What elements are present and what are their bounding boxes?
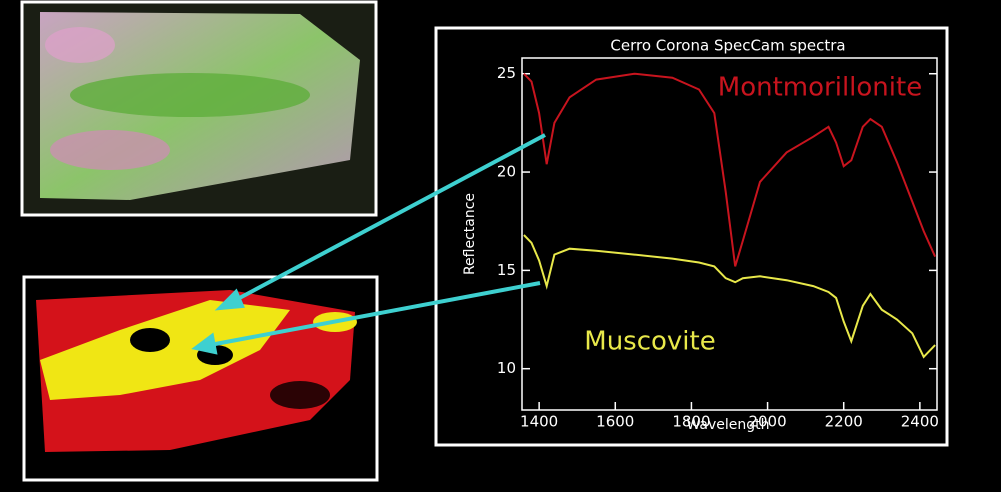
y-tick-label: 15 — [497, 261, 516, 279]
y-axis-label: Reflectance — [462, 193, 478, 275]
series-label: Muscovite — [584, 327, 715, 357]
x-tick-label: 2400 — [901, 413, 939, 431]
x-tick-label: 2000 — [748, 413, 786, 431]
x-tick-label: 1600 — [596, 413, 634, 431]
rock-photo — [22, 2, 376, 215]
x-tick-label: 1800 — [672, 413, 710, 431]
classification-map — [24, 277, 377, 480]
x-tick-label: 1400 — [520, 413, 558, 431]
series-label: Montmorillonite — [718, 73, 922, 103]
slide: Cerro Corona SpecCam spectra Wavelength … — [0, 0, 1001, 492]
y-tick-label: 25 — [497, 64, 516, 82]
y-tick-label: 10 — [497, 359, 516, 377]
x-tick-label: 2200 — [825, 413, 863, 431]
chart-title: Cerro Corona SpecCam spectra — [610, 37, 845, 55]
y-tick-label: 20 — [497, 163, 516, 181]
